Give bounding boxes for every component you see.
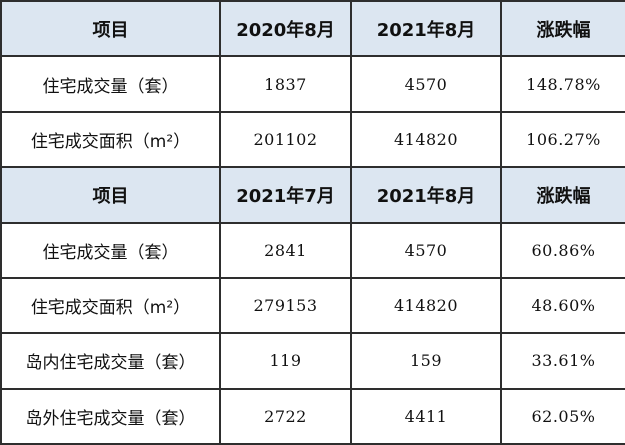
value-cell: 279153 — [219, 276, 352, 335]
section1-header-period-a: 2020年8月 — [219, 0, 352, 58]
value-cell: 159 — [350, 332, 502, 390]
table-row: 住宅成交量（套） 2841 4570 60.86% — [0, 221, 625, 279]
section1-header-row: 项目 2020年8月 2021年8月 涨跌幅 — [0, 0, 625, 58]
pct-change-cell: 148.78% — [500, 55, 625, 113]
pct-change-cell: 106.27% — [500, 110, 625, 169]
section2-header-period-b: 2021年8月 — [350, 166, 502, 224]
value-cell: 119 — [219, 332, 352, 390]
value-cell: 4570 — [350, 221, 502, 279]
section1-header-item: 项目 — [0, 0, 221, 58]
section2-header-period-a: 2021年7月 — [219, 166, 352, 224]
table-row: 住宅成交面积（m²） 201102 414820 106.27% — [0, 110, 625, 169]
value-cell: 414820 — [350, 276, 502, 335]
row-label-cell: 岛外住宅成交量（套） — [0, 387, 221, 445]
row-label-cell: 住宅成交面积（m²） — [0, 110, 221, 169]
value-cell: 2841 — [219, 221, 352, 279]
table-row: 住宅成交量（套） 1837 4570 148.78% — [0, 55, 625, 113]
value-cell: 414820 — [350, 110, 502, 169]
value-cell: 2722 — [219, 387, 352, 445]
pct-change-cell: 33.61% — [500, 332, 625, 390]
section1-header-period-b: 2021年8月 — [350, 0, 502, 58]
table-row: 住宅成交面积（m²） 279153 414820 48.60% — [0, 276, 625, 335]
pct-change-cell: 48.60% — [500, 276, 625, 335]
row-label-cell: 住宅成交量（套） — [0, 221, 221, 279]
section1-header-change: 涨跌幅 — [500, 0, 625, 58]
row-label-cell: 住宅成交量（套） — [0, 55, 221, 113]
value-cell: 4570 — [350, 55, 502, 113]
value-cell: 1837 — [219, 55, 352, 113]
pct-change-cell: 62.05% — [500, 387, 625, 445]
table-row: 岛外住宅成交量（套） 2722 4411 62.05% — [0, 387, 625, 445]
section2-header-row: 项目 2021年7月 2021年8月 涨跌幅 — [0, 166, 625, 224]
row-label-cell: 住宅成交面积（m²） — [0, 276, 221, 335]
row-label-cell: 岛内住宅成交量（套） — [0, 332, 221, 390]
value-cell: 4411 — [350, 387, 502, 445]
value-cell: 201102 — [219, 110, 352, 169]
section2-header-item: 项目 — [0, 166, 221, 224]
table-row: 岛内住宅成交量（套） 119 159 33.61% — [0, 332, 625, 390]
section2-header-change: 涨跌幅 — [500, 166, 625, 224]
pct-change-cell: 60.86% — [500, 221, 625, 279]
